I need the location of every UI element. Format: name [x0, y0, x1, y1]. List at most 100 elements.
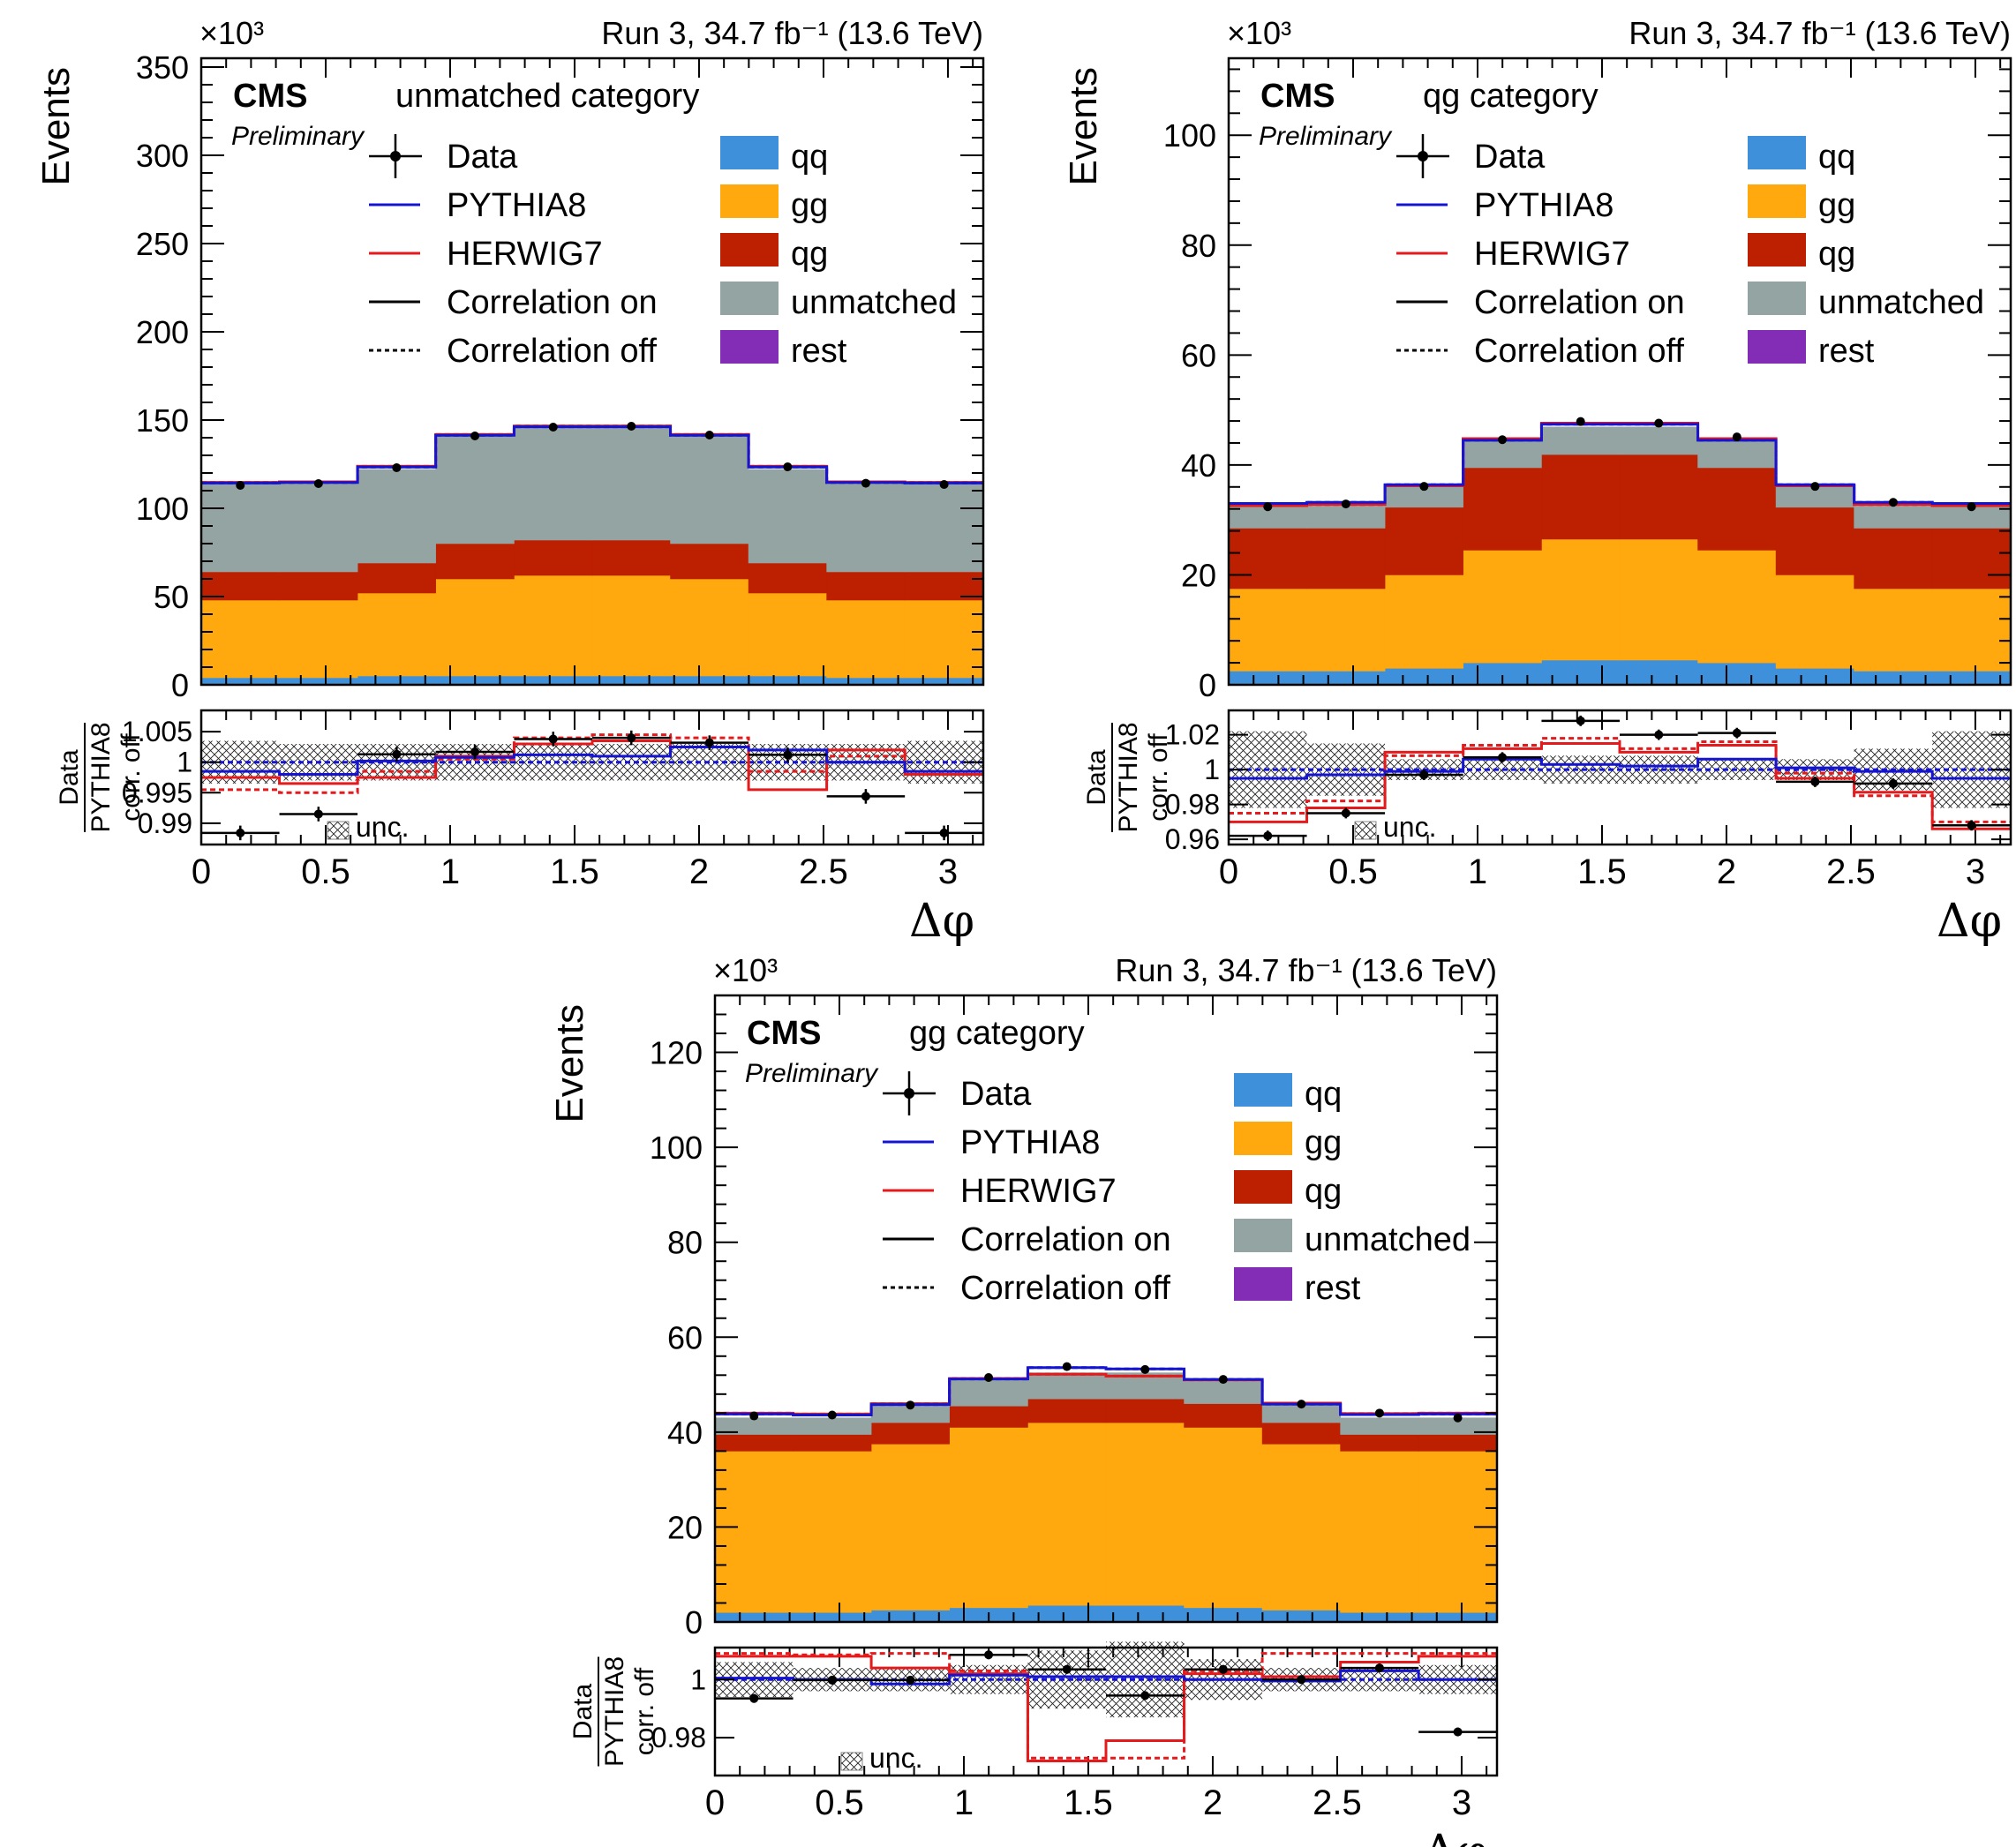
stack-bar-qg	[435, 543, 515, 580]
stack-bar-qq	[1931, 671, 2012, 686]
ratio-y-axis-title: Data PYTHIA8 corr. off	[568, 1656, 659, 1767]
x-tick-label: 3	[1966, 852, 1985, 891]
ratio-data-point	[392, 749, 402, 759]
legend-left-label: PYTHIA8	[960, 1124, 1100, 1161]
stack-bar-qq	[1854, 671, 1933, 686]
pythia-on-line	[715, 1366, 1497, 1416]
stack-bar-gg	[1619, 538, 1698, 661]
stack-bar-unmatched	[1854, 506, 1933, 529]
stack-bar-qg	[200, 571, 280, 601]
legend-right-label: gg	[1305, 1124, 1342, 1161]
ratio-data-point	[1498, 753, 1508, 762]
stack-bar-qg	[949, 1405, 1028, 1428]
legend-left-label: PYTHIA8	[447, 187, 586, 224]
legend-left-label: Correlation on	[960, 1221, 1171, 1258]
data-point	[1419, 482, 1429, 492]
ratio-herwig-on-line	[715, 1655, 1497, 1763]
stack-bar-qq	[591, 675, 671, 686]
legend-right-label: rest	[791, 333, 847, 370]
stack-bar-qq	[1697, 662, 1777, 686]
legend-swatch-gg	[720, 184, 779, 218]
y-tick-label: 50	[154, 579, 189, 615]
y-tick-label: 60	[1181, 337, 1216, 373]
y-tick-label: 20	[1181, 557, 1216, 593]
legend-left-label: Data	[447, 139, 518, 176]
stack-bar-qq	[1384, 668, 1463, 686]
ratio-y-tick-label: 1.005	[122, 716, 192, 747]
stack-bar-qq	[1228, 671, 1307, 686]
stack-bar-qg	[1105, 1398, 1185, 1423]
stack-bar-gg	[1261, 1443, 1341, 1610]
y-tick-label: 0	[171, 667, 189, 703]
legend-right-label: qg	[1305, 1173, 1342, 1210]
stack-bar-gg	[357, 592, 436, 677]
ratio-data-point	[1297, 1675, 1306, 1685]
legend-data-marker-dot	[390, 151, 401, 161]
x-tick-label: 0	[705, 1783, 725, 1822]
stack-bar-unmatched	[670, 435, 749, 544]
ratio-unc-band	[592, 744, 671, 781]
x-tick-label: 2	[1717, 852, 1736, 891]
ratio-data-point	[783, 750, 793, 760]
y-tick-label: 350	[136, 49, 189, 86]
y-tick-label: 20	[667, 1509, 703, 1545]
stack-bar-gg	[1418, 1451, 1498, 1613]
stack-bar-gg	[591, 574, 671, 677]
legend-right-label: qq	[1305, 1076, 1342, 1113]
stack-bar-qg	[1384, 507, 1463, 575]
unc-legend-swatch	[840, 1752, 863, 1771]
x-tick-label: 0	[1219, 852, 1238, 891]
stack-bar-qg	[1931, 528, 2012, 589]
stack-bar-qq	[1541, 659, 1621, 686]
x-tick-label: 2.5	[1826, 852, 1876, 891]
stack-bar-gg	[279, 599, 358, 679]
stack-bar-unmatched	[748, 469, 827, 564]
stack-bar-gg	[793, 1451, 872, 1613]
x-tick-label: 3	[938, 852, 958, 891]
y-tick-label: 120	[650, 1035, 703, 1071]
ratio-data-point	[827, 1675, 837, 1685]
stack-bar-gg	[514, 574, 593, 677]
ratio-data-point	[1576, 716, 1585, 725]
legend-right-label: unmatched	[1305, 1221, 1471, 1258]
ratio-title-subtitle: corr. off	[630, 1667, 659, 1755]
stack-bar-qg	[1306, 528, 1386, 589]
x-tick-label: 3	[1452, 1783, 1471, 1822]
stack-bar-gg	[1931, 588, 2012, 672]
legend-swatch-gg	[1234, 1122, 1292, 1155]
legend-left-label: Correlation on	[1474, 284, 1685, 321]
ratio-data-point	[1263, 831, 1273, 841]
legend-left-label: Data	[960, 1076, 1032, 1113]
data-point	[627, 422, 636, 431]
stack-bar-unmatched	[1184, 1379, 1263, 1404]
ratio-y-tick-label: 1.02	[1165, 719, 1220, 751]
legend-swatch-unmatched	[1748, 282, 1806, 315]
legend-swatch-qg	[1234, 1170, 1292, 1204]
stack-bar-gg	[200, 599, 280, 679]
category-label: gg category	[909, 1015, 1085, 1052]
stack-bar-unmatched	[435, 435, 515, 544]
ratio-data-point	[1654, 730, 1664, 740]
ratio-y-tick-label: 0.98	[651, 1722, 706, 1753]
stack-bar-qg	[1697, 467, 1777, 551]
legend-left-label: PYTHIA8	[1474, 187, 1614, 224]
stack-bar-qg	[870, 1422, 950, 1445]
stack-bar-qg	[1463, 467, 1542, 551]
legend-swatch-qq	[720, 136, 779, 169]
ratio-pythia-on-line	[201, 745, 983, 777]
legend-right-label: qg	[791, 236, 828, 273]
data-point	[1453, 1413, 1463, 1423]
data-point	[704, 431, 714, 439]
stack-bar-qg	[904, 571, 984, 601]
pythia-on-line	[201, 425, 983, 484]
data-point	[939, 480, 949, 489]
exponent-label: ×10³	[1227, 15, 1291, 51]
x-tick-label: 1.5	[1064, 1783, 1113, 1822]
legend: Data PYTHIA8 HERWIG7 Correlation on Correlat…	[1396, 134, 1984, 370]
data-point	[1374, 1408, 1384, 1418]
ratio-data-point	[1453, 1727, 1463, 1737]
stack-bar-qg	[1261, 1422, 1341, 1445]
x-tick-label: 1	[440, 852, 460, 891]
stack-bar-qg	[514, 539, 593, 576]
data-point	[1888, 498, 1898, 507]
